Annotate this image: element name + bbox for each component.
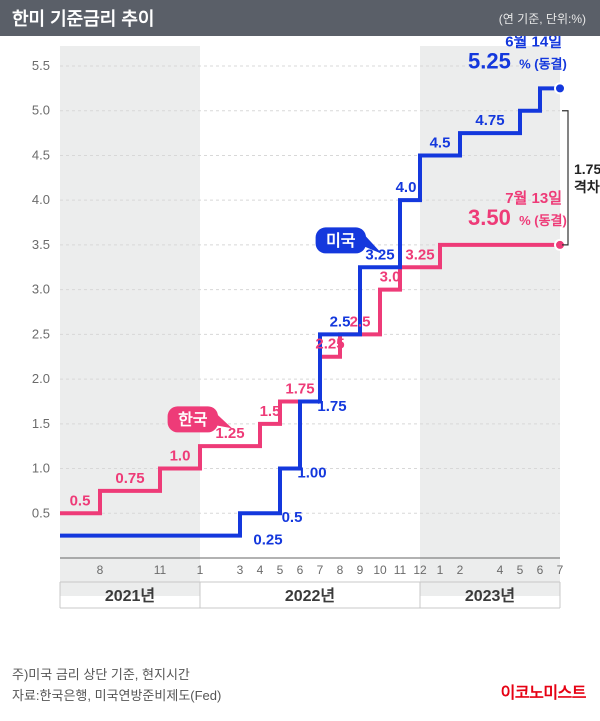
source-note: 자료:한국은행, 미국연방준비제도(Fed)	[12, 686, 221, 707]
publication-brand: 이코노미스트	[501, 679, 586, 703]
svg-text:6: 6	[537, 563, 544, 577]
svg-text:8: 8	[97, 563, 104, 577]
svg-text:미국: 미국	[326, 232, 356, 250]
svg-text:% (동결): % (동결)	[519, 213, 567, 228]
svg-text:2: 2	[457, 563, 464, 577]
svg-text:12: 12	[413, 563, 427, 577]
svg-text:3.25: 3.25	[365, 246, 394, 263]
svg-text:3.5: 3.5	[32, 237, 50, 252]
footnote: 주)미국 금리 상단 기준, 현지시간	[12, 665, 221, 686]
svg-text:1: 1	[437, 563, 444, 577]
svg-text:4: 4	[257, 563, 264, 577]
svg-text:1.5: 1.5	[32, 416, 50, 431]
svg-text:2023년: 2023년	[465, 586, 515, 605]
svg-text:7월 13일: 7월 13일	[505, 190, 562, 207]
svg-text:3.50: 3.50	[468, 205, 511, 230]
svg-text:11: 11	[154, 563, 167, 577]
chart-svg: 0.51.01.52.02.53.03.54.04.55.05.58111345…	[0, 36, 600, 636]
svg-text:4.0: 4.0	[396, 179, 417, 196]
svg-text:1.75: 1.75	[317, 398, 346, 415]
svg-text:3: 3	[237, 563, 244, 577]
svg-text:10: 10	[373, 563, 387, 577]
chart-units: (연 기준, 단위:%)	[499, 10, 586, 27]
svg-text:3.0: 3.0	[380, 269, 401, 286]
svg-text:4.5: 4.5	[32, 147, 50, 162]
svg-text:0.25: 0.25	[253, 531, 282, 548]
svg-text:3.0: 3.0	[32, 282, 50, 297]
svg-text:격차: 격차	[574, 179, 600, 195]
svg-text:2021년: 2021년	[105, 586, 155, 605]
svg-text:4.5: 4.5	[430, 134, 451, 151]
svg-text:6월 14일: 6월 14일	[505, 36, 562, 50]
svg-text:0.75: 0.75	[115, 470, 144, 487]
svg-text:2.25: 2.25	[315, 336, 344, 353]
svg-text:1.75%p: 1.75%p	[574, 161, 600, 177]
svg-text:5.25: 5.25	[468, 48, 511, 73]
svg-text:% (동결): % (동결)	[519, 56, 567, 71]
svg-text:2.0: 2.0	[32, 371, 50, 386]
svg-text:1.00: 1.00	[297, 464, 326, 481]
svg-text:6: 6	[297, 563, 304, 577]
svg-text:0.5: 0.5	[32, 505, 50, 520]
svg-text:5: 5	[277, 563, 284, 577]
svg-text:2.5: 2.5	[32, 326, 50, 341]
chart-header: 한미 기준금리 추이 (연 기준, 단위:%)	[0, 0, 600, 36]
svg-text:4: 4	[497, 563, 504, 577]
svg-text:1.5: 1.5	[260, 403, 281, 420]
svg-text:4.75: 4.75	[475, 112, 504, 129]
svg-text:7: 7	[557, 563, 564, 577]
svg-text:3.25: 3.25	[405, 246, 434, 263]
svg-text:5.0: 5.0	[32, 103, 50, 118]
svg-text:1: 1	[197, 563, 204, 577]
svg-text:1.75: 1.75	[285, 380, 314, 397]
svg-text:7: 7	[317, 563, 324, 577]
chart-area: 0.51.01.52.02.53.03.54.04.55.05.58111345…	[0, 36, 600, 636]
svg-text:2.5: 2.5	[330, 313, 351, 330]
svg-text:2.5: 2.5	[350, 313, 371, 330]
svg-text:8: 8	[337, 563, 344, 577]
chart-title: 한미 기준금리 추이	[12, 5, 154, 31]
svg-text:11: 11	[394, 563, 407, 577]
svg-text:1.0: 1.0	[170, 448, 191, 465]
svg-text:2022년: 2022년	[285, 586, 335, 605]
svg-text:1.0: 1.0	[32, 461, 50, 476]
footer-notes: 주)미국 금리 상단 기준, 현지시간 자료:한국은행, 미국연방준비제도(Fe…	[12, 665, 221, 707]
svg-text:0.5: 0.5	[70, 492, 91, 509]
svg-text:9: 9	[357, 563, 364, 577]
svg-text:0.5: 0.5	[282, 509, 303, 526]
svg-text:5: 5	[517, 563, 524, 577]
svg-text:4.0: 4.0	[32, 192, 50, 207]
svg-text:5.5: 5.5	[32, 58, 50, 73]
svg-text:한국: 한국	[178, 410, 208, 429]
